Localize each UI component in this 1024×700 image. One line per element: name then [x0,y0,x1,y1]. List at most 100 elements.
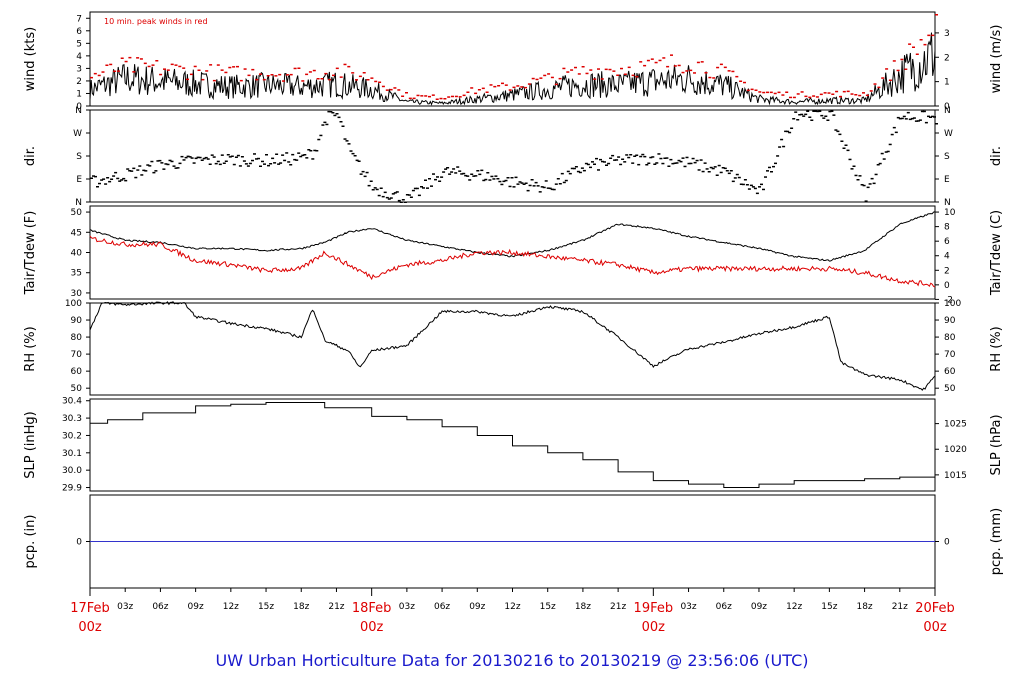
dir-point [214,162,218,165]
dir-point [138,165,142,167]
dir-point [351,152,355,155]
temp-ticklabel-right: 4 [944,252,950,262]
dir-point [464,174,468,177]
dir-point [661,162,665,165]
wind-ylabel-left: wind (kts) [23,27,38,91]
wind-peak-point [477,89,481,91]
dir-point [504,179,508,182]
wind-peak-point [881,77,885,79]
dir-point [673,162,677,164]
dir-ticklabel-left: E [76,175,82,185]
dir-point [140,174,144,176]
dir-point [434,178,437,181]
wind-peak-point [535,78,539,81]
dir-point [613,159,617,161]
dir-point [651,156,655,158]
temp-series-Tdew [89,235,936,288]
dir-point [472,175,476,177]
dir-point [385,196,389,199]
temp-ticklabel-right: 0 [944,281,950,291]
dir-point [574,166,578,168]
rh-frame [89,302,936,396]
dir-point [611,154,615,157]
dir-point [906,111,910,114]
dir-point [279,162,283,164]
wind-peak-point [627,66,631,69]
dir-point [637,163,641,166]
dir-point [478,173,482,176]
wind-peak-point [466,91,470,93]
dir-point [261,160,264,163]
wind-peak-point [93,72,97,75]
x-ticklabel-minor: 12z [504,602,520,612]
dir-point [597,169,600,171]
dir-point [711,167,715,170]
wind-peak-point [808,96,812,99]
dir-point [301,154,305,157]
dir-point [399,201,403,203]
dir-point [510,177,514,179]
wind-peak-point [266,75,270,77]
wind-peak-point [562,67,566,70]
dir-point [701,170,705,173]
wind-peak-point [896,69,900,72]
dir-point [458,170,462,172]
dir-point [894,131,898,134]
dir-point [411,189,415,192]
dir-point [639,155,643,158]
dir-ticklabel-left: S [76,152,82,162]
dir-point [709,166,713,169]
dir-point [311,158,315,160]
temp-frame [89,205,936,300]
dir-point [703,162,707,164]
dir-point [677,159,681,162]
wind-peak-point [474,92,478,95]
wind-peak-point [850,93,854,95]
dir-point [335,113,339,115]
dir-point [643,155,647,158]
x-ticklabel-minor: 15z [540,602,556,612]
wind-peak-point [892,60,896,62]
dir-point [126,168,130,170]
dir-point [192,162,196,164]
wind-peak-point [297,67,301,69]
dir-point [236,154,240,157]
dir-point [570,167,574,170]
wind-peak-point [355,79,358,81]
dir-point [353,155,357,157]
wind-peak-point [251,68,255,71]
wind-peak-point [101,71,105,73]
wind-peak-point [308,71,312,73]
dir-point [792,118,796,120]
dir-point [784,130,788,133]
wind-peak-point [362,72,366,74]
dir-point [466,175,470,177]
dir-point [669,158,673,161]
dir-ticklabel-right: E [944,175,950,185]
dir-point [868,183,872,185]
wind-peak-point [255,78,259,81]
dir-point [486,172,490,174]
dir-point [707,171,711,173]
wind-peak-point [639,61,643,63]
wind-peak-point [381,85,385,88]
dir-point [631,162,635,164]
dir-point [572,167,576,170]
x-ticklabel-minor: 15z [258,602,274,612]
dir-point [717,164,721,167]
dir-point [442,171,446,173]
wind-peak-point [408,97,412,100]
dir-point [804,113,808,116]
dir-point [589,166,592,169]
dir-point [226,154,230,156]
dir-point [912,117,916,119]
temp-series-Tair [89,211,936,262]
dir-point [251,159,254,162]
wind-peak-point [139,58,143,60]
wind-peak-point [612,70,616,72]
dir-point [586,163,590,166]
wind-peak-point [481,87,485,90]
dir-point [401,199,405,201]
dir-point [462,172,466,175]
wind-peak-point [566,71,570,73]
